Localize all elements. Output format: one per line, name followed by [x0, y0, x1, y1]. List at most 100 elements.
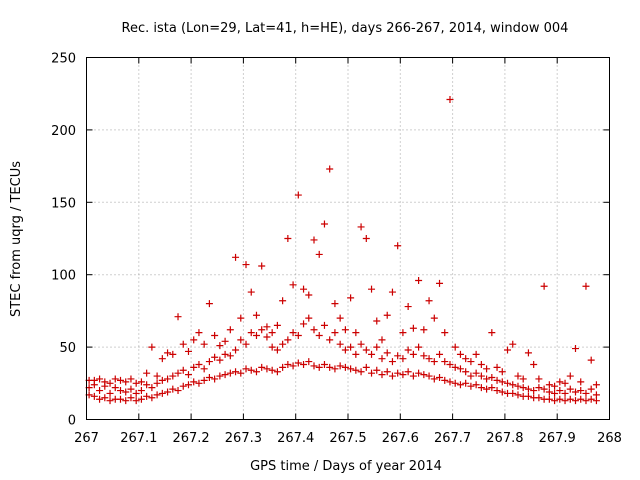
- data-point: [320, 321, 328, 329]
- data-point: [373, 343, 381, 351]
- data-point: [263, 333, 271, 341]
- data-point: [373, 317, 381, 325]
- data-point: [331, 365, 339, 373]
- data-point: [336, 340, 344, 348]
- data-point: [488, 374, 496, 382]
- data-point: [493, 387, 501, 395]
- data-point: [352, 350, 360, 358]
- data-point: [226, 352, 234, 360]
- data-point: [540, 385, 548, 393]
- data-point: [373, 366, 381, 374]
- x-tick-label: 267.4: [277, 431, 314, 446]
- data-point: [279, 363, 287, 371]
- data-point: [273, 368, 281, 376]
- data-point: [472, 350, 480, 358]
- data-point: [509, 389, 517, 397]
- data-point: [556, 387, 564, 395]
- data-point: [127, 394, 135, 402]
- data-point: [504, 379, 512, 387]
- data-point: [331, 329, 339, 337]
- data-point: [436, 374, 444, 382]
- data-point: [101, 378, 109, 386]
- y-tick-label: 150: [51, 196, 76, 211]
- data-point: [153, 379, 161, 387]
- data-point: [587, 385, 595, 393]
- data-point: [205, 358, 213, 366]
- data-point: [378, 371, 386, 379]
- data-point: [566, 385, 574, 393]
- y-tick-label: 100: [51, 269, 76, 284]
- data-point: [164, 349, 172, 357]
- data-point: [456, 365, 464, 373]
- data-point: [122, 397, 130, 405]
- data-point: [158, 389, 166, 397]
- data-point: [169, 372, 177, 380]
- data-point: [169, 385, 177, 393]
- data-point: [247, 329, 255, 337]
- data-point: [148, 394, 156, 402]
- data-point: [137, 395, 145, 403]
- axis-ticks: [86, 57, 610, 420]
- data-point: [524, 392, 532, 400]
- data-point: [415, 276, 423, 284]
- data-point: [137, 387, 145, 395]
- data-point: [195, 360, 203, 368]
- y-axis-label: STEC from uqrg / TECUs: [9, 161, 24, 317]
- data-point: [216, 372, 224, 380]
- data-point: [357, 368, 365, 376]
- data-point: [132, 379, 140, 387]
- data-point: [211, 353, 219, 361]
- data-point: [577, 387, 585, 395]
- data-point: [524, 385, 532, 393]
- x-tick-label: 268: [597, 431, 622, 446]
- data-point: [242, 261, 250, 269]
- data-point: [326, 363, 334, 371]
- data-point: [122, 388, 130, 396]
- data-point: [347, 294, 355, 302]
- data-point: [399, 329, 407, 337]
- data-point: [294, 332, 302, 340]
- data-point: [273, 346, 281, 354]
- data-point: [284, 235, 292, 242]
- data-point: [305, 314, 313, 322]
- data-point: [352, 366, 360, 374]
- data-point: [143, 381, 151, 389]
- data-point: [252, 332, 260, 340]
- data-point: [587, 395, 595, 403]
- data-point: [420, 352, 428, 360]
- data-point: [164, 388, 172, 396]
- data-point: [577, 378, 585, 386]
- data-point: [90, 392, 98, 400]
- data-point: [289, 362, 297, 370]
- data-point: [514, 391, 522, 399]
- data-point: [200, 340, 208, 348]
- data-point: [430, 375, 438, 383]
- data-point: [184, 347, 192, 355]
- x-tick-label: 267.2: [172, 431, 209, 446]
- data-point: [441, 376, 449, 384]
- data-point: [362, 363, 370, 371]
- data-point: [404, 303, 412, 311]
- data-point: [341, 326, 349, 334]
- data-point: [310, 236, 318, 244]
- data-point: [242, 365, 250, 373]
- data-point: [336, 314, 344, 322]
- data-point: [462, 355, 470, 363]
- data-point: [232, 346, 240, 354]
- data-point: [488, 384, 496, 392]
- data-point: [137, 378, 145, 386]
- data-point: [221, 371, 229, 379]
- data-point: [320, 360, 328, 368]
- data-point: [279, 297, 287, 305]
- data-point: [143, 392, 151, 400]
- data-point: [451, 343, 459, 351]
- data-points: [85, 95, 600, 405]
- data-point: [352, 329, 360, 337]
- data-point: [300, 320, 308, 328]
- data-point: [577, 395, 585, 403]
- data-point: [232, 368, 240, 376]
- data-point: [535, 394, 543, 402]
- data-point: [122, 378, 130, 386]
- data-point: [284, 336, 292, 344]
